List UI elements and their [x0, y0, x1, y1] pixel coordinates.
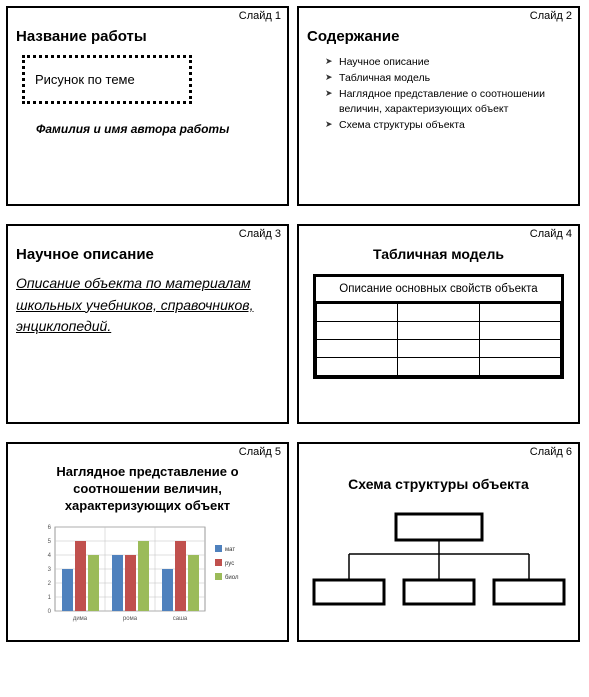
slide-6: Слайд 6 Схема структуры объекта [297, 442, 580, 642]
toc-item: Схема структуры объекта [325, 118, 570, 132]
slide5-title: Наглядное представление о соотношении ве… [16, 464, 279, 515]
svg-text:3: 3 [47, 567, 51, 573]
slide-3: Слайд 3 Научное описание Описание объект… [6, 224, 289, 424]
slide6-title: Схема структуры объекта [307, 476, 570, 492]
svg-text:саша: саша [172, 616, 187, 622]
slide-2: Слайд 2 Содержание Научное описание Табл… [297, 6, 580, 206]
svg-text:2: 2 [47, 581, 51, 587]
svg-text:4: 4 [47, 553, 51, 559]
slide4-title: Табличная модель [307, 246, 570, 262]
svg-text:5: 5 [47, 539, 51, 545]
slide-number: Слайд 3 [239, 228, 281, 240]
svg-text:6: 6 [47, 525, 51, 531]
svg-text:0: 0 [47, 609, 51, 615]
slide-1: Слайд 1 Название работы Рисунок по теме … [6, 6, 289, 206]
slide-number: Слайд 2 [530, 10, 572, 22]
toc-item: Наглядное представление о соотношении ве… [325, 87, 570, 115]
org-chart [309, 510, 569, 610]
slide2-title: Содержание [307, 28, 570, 45]
slide-number: Слайд 5 [239, 446, 281, 458]
svg-text:рус: рус [225, 561, 234, 567]
toc-item: Табличная модель [325, 71, 570, 85]
slide-5: Слайд 5 Наглядное представление о соотно… [6, 442, 289, 642]
slide-number: Слайд 4 [530, 228, 572, 240]
table-header: Описание основных свойств объекта [316, 277, 561, 303]
slide-number: Слайд 1 [239, 10, 281, 22]
slide-number: Слайд 6 [530, 446, 572, 458]
svg-text:мат: мат [225, 547, 235, 553]
author-line: Фамилия и имя автора работы [36, 122, 279, 136]
table-grid [316, 303, 561, 376]
svg-text:1: 1 [47, 595, 51, 601]
image-placeholder: Рисунок по теме [22, 55, 192, 104]
slide1-title: Название работы [16, 28, 279, 45]
bar-chart: 0 1 2 3 4 5 6 дима рома саша мат рус биол [33, 521, 263, 629]
svg-text:дима: дима [72, 616, 87, 622]
toc-item: Научное описание [325, 55, 570, 69]
slide3-title: Научное описание [16, 246, 279, 263]
slide-4: Слайд 4 Табличная модель Описание основн… [297, 224, 580, 424]
table-model: Описание основных свойств объекта [313, 274, 564, 379]
toc-list: Научное описание Табличная модель Нагляд… [325, 55, 570, 132]
svg-text:рома: рома [122, 616, 137, 622]
svg-text:биол: биол [225, 575, 239, 581]
slide3-body: Описание объекта по материалам школьных … [16, 273, 279, 338]
